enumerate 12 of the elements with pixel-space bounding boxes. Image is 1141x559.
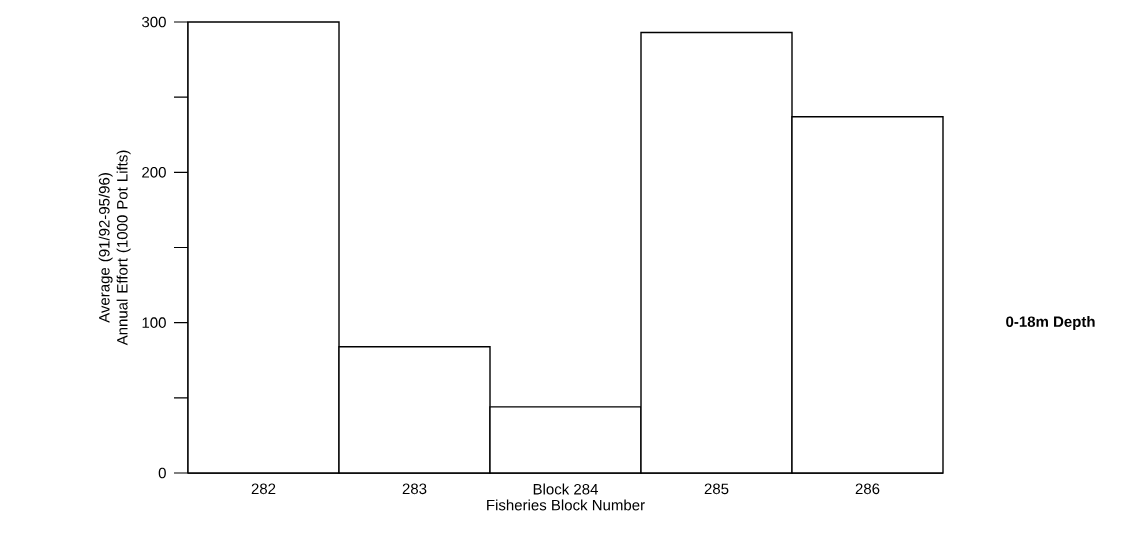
y-tick-label: 300 (142, 16, 166, 28)
y-axis-title: Average (91/92-95/96) Annual Effort (1000 Pot Lifts) (98, 150, 131, 346)
text: 0-18m Depth (1006, 316, 1095, 330)
y-tick-label: 100 (142, 317, 166, 328)
x-tick-label: Block 284 (533, 483, 598, 495)
x-tick-label: 282 (251, 483, 276, 495)
x-axis-title: Fisheries Block Number (487, 499, 645, 511)
y-tick-label: 0 (158, 467, 166, 479)
x-tick-label: 286 (855, 483, 880, 495)
x-tick-label: 285 (704, 483, 729, 495)
y-tick-label: 200 (142, 167, 166, 178)
x-tick-label: 283 (402, 483, 427, 495)
